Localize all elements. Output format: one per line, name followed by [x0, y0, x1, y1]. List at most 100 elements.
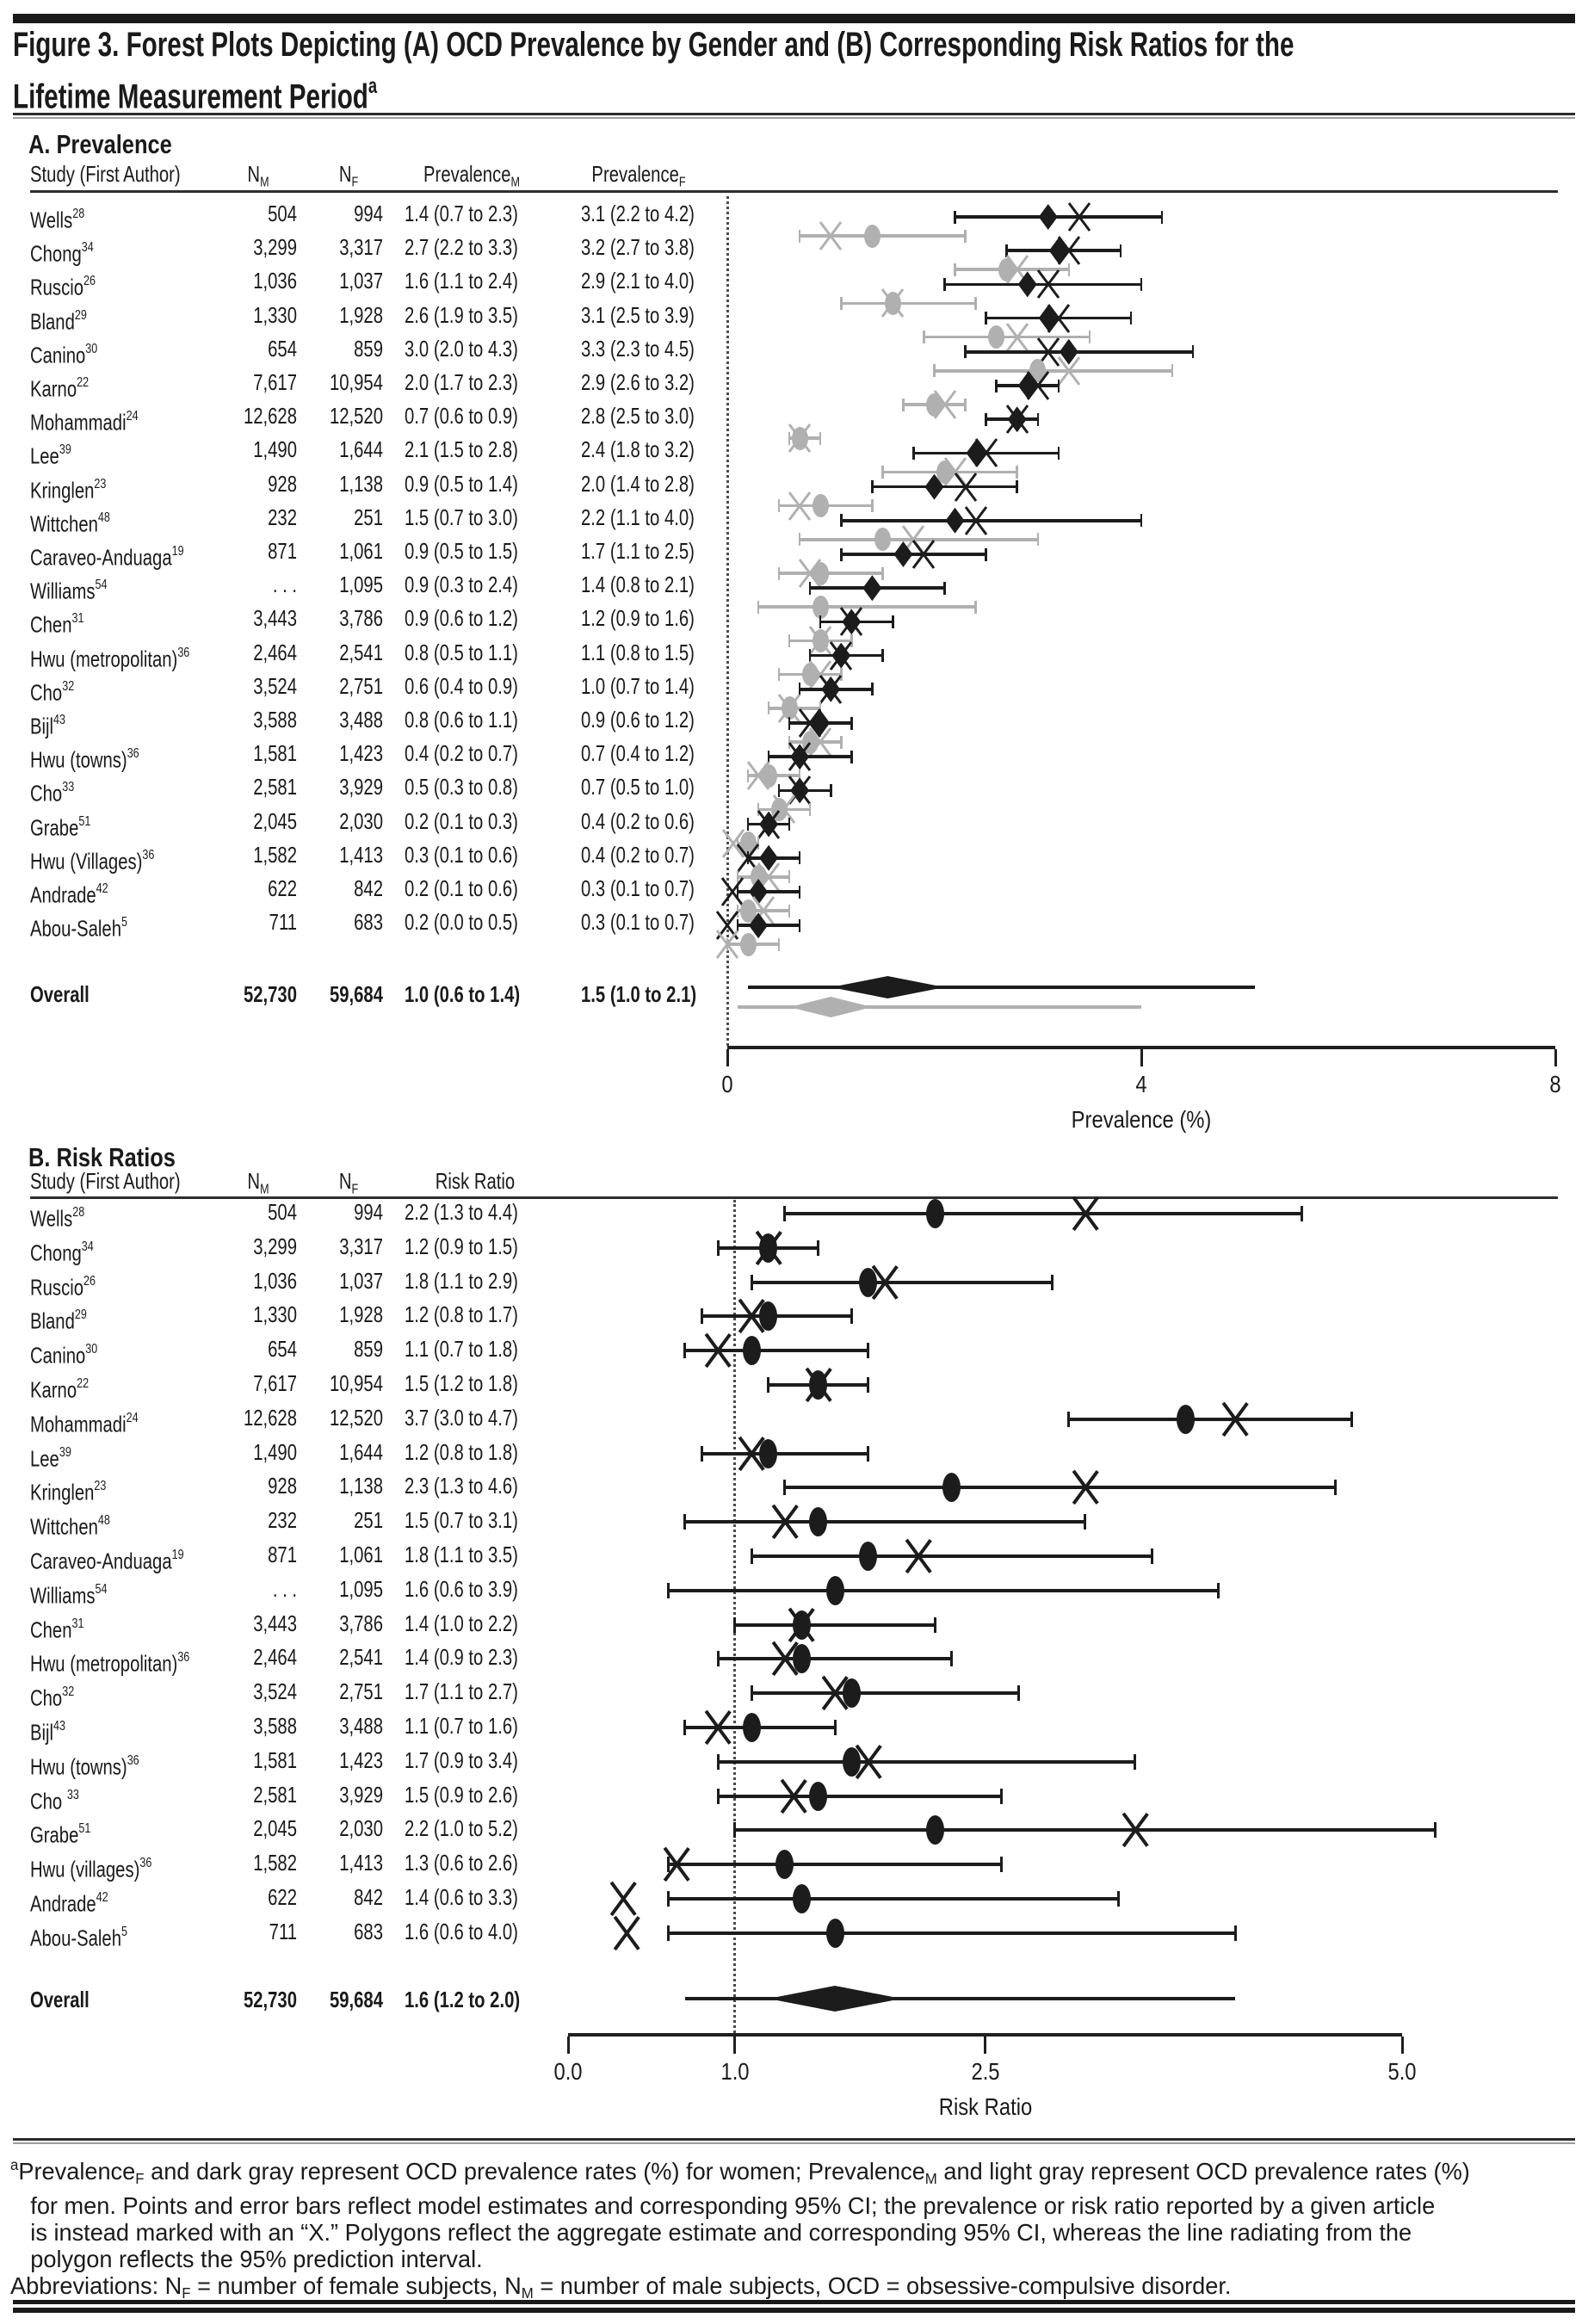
ci-endcap	[798, 533, 801, 547]
panel-b-axis-tick	[733, 2037, 737, 2054]
text-segment: for men. Points and error bars reflect m…	[30, 2192, 1436, 2220]
ci-endcap	[950, 1651, 954, 1667]
nm-value: 3,524	[253, 1678, 297, 1705]
panel-b-header-rule	[30, 1196, 1558, 1199]
nm-value: 1,581	[253, 1746, 297, 1773]
female-ci-bar	[738, 890, 800, 893]
male-estimate-circle	[812, 595, 829, 619]
male-ci-bar	[800, 538, 1038, 541]
nf-value: 3,929	[339, 1781, 383, 1808]
reported-x	[788, 1607, 815, 1642]
nf-value: 2,751	[339, 1678, 383, 1705]
panel-a-header-rule	[30, 190, 1558, 193]
nf-value: 994	[354, 201, 383, 226]
female-ci-bar	[872, 485, 1017, 489]
ci-endcap	[1160, 210, 1164, 224]
study-label: Canino30	[30, 1341, 98, 1369]
prevalence-f-value: 1.2 (0.9 to 1.6)	[581, 605, 695, 632]
study-label: Williams54	[30, 1580, 108, 1609]
nm-value: 7,617	[253, 369, 297, 395]
nm-value: 2,581	[253, 1781, 297, 1808]
nm-value: 1,582	[253, 841, 297, 868]
nf-value: 1,423	[339, 740, 383, 767]
prevalence-f-value: 1.1 (0.8 to 1.5)	[581, 639, 695, 665]
ci-endcap	[767, 702, 770, 715]
male-prediction-interval	[738, 1005, 1141, 1009]
nf-value: 1,061	[339, 538, 383, 564]
nf-value: 251	[354, 504, 383, 530]
prevalence-m-value: 2.6 (1.9 to 3.5)	[405, 301, 518, 328]
reported-x	[805, 1367, 832, 1403]
nm-value: 3,299	[253, 1233, 297, 1259]
ci-endcap	[1333, 1480, 1337, 1496]
panel-a-axis-tick	[1140, 1049, 1143, 1066]
ci-bar	[718, 1794, 1002, 1798]
estimate-circle	[809, 1507, 828, 1537]
ci-endcap	[777, 566, 781, 580]
ci-bar	[701, 1451, 868, 1456]
reference-superscript: 39	[59, 442, 71, 458]
prevalence-f-value: 2.9 (2.6 to 3.2)	[581, 369, 695, 395]
reported-x	[905, 1538, 932, 1574]
risk-ratio-value: 1.6 (0.6 to 4.0)	[405, 1918, 518, 1944]
male-estimate-circle	[863, 224, 881, 248]
female-ci-bar	[738, 924, 800, 927]
footnote: aPrevalenceF and dark gray represent OCD…	[10, 2152, 1581, 2302]
estimate-circle	[1176, 1404, 1195, 1434]
ci-endcap	[1171, 364, 1174, 378]
title-divider-light	[13, 117, 1575, 119]
panel-b-col-risk-ratio: Risk Ratio	[435, 1168, 516, 1194]
risk-ratio-value: 1.5 (0.7 to 3.1)	[405, 1507, 518, 1534]
nm-value: 504	[268, 201, 297, 226]
ci-endcap	[892, 615, 894, 628]
footnote-line: Abbreviations: NF = number of female sub…	[10, 2272, 1534, 2307]
nf-value: 2,751	[339, 672, 383, 699]
nf-value: 1,138	[339, 470, 383, 497]
nm-value: . . .	[272, 572, 297, 598]
nf-value: 3,488	[339, 1713, 383, 1739]
study-label: Lee39	[30, 1443, 71, 1472]
top-border-bar	[13, 14, 1575, 23]
reported-x	[663, 1847, 690, 1882]
reference-superscript: 43	[53, 1718, 66, 1734]
estimate-circle	[825, 1918, 844, 1948]
nm-value: 3,443	[253, 1610, 297, 1636]
ci-endcap	[757, 802, 760, 816]
ci-endcap	[933, 1616, 936, 1633]
ci-endcap	[1016, 480, 1018, 494]
nm-value: 654	[268, 1336, 297, 1363]
nf-value: 842	[354, 1884, 383, 1910]
ci-endcap	[788, 904, 791, 918]
panel-a-col-prevalence-m: PrevalenceM	[371, 159, 572, 189]
ci-endcap	[788, 716, 791, 730]
estimate-circle	[742, 1336, 761, 1366]
estimate-circle	[759, 1301, 778, 1332]
prevalence-f-value: 1.0 (0.7 to 1.4)	[581, 672, 695, 699]
ci-endcap	[798, 885, 801, 899]
nf-value: 10,954	[329, 1370, 383, 1396]
risk-ratio-value: 3.7 (3.0 to 4.7)	[405, 1404, 518, 1431]
subscript: M	[510, 174, 520, 190]
ci-bar	[684, 1349, 868, 1353]
prevalence-f-value: 0.3 (0.1 to 0.7)	[581, 875, 695, 901]
nf-value: 994	[354, 1199, 383, 1225]
risk-ratio-value: 1.1 (0.7 to 1.6)	[405, 1713, 518, 1739]
panel-a-col-prevalence-f: PrevalenceF	[538, 159, 739, 189]
reference-superscript: 5	[120, 914, 127, 930]
ci-endcap	[757, 600, 760, 614]
nm-value: 1,330	[253, 1301, 297, 1328]
text-segment: polygon reflects the 95% prediction inte…	[30, 2246, 483, 2273]
ci-endcap	[840, 735, 843, 749]
panel-b-heading: B. Risk Ratios	[28, 1142, 176, 1172]
superscript: a	[368, 75, 378, 98]
nm-value: 12,628	[243, 1404, 297, 1431]
nm-value: 711	[269, 909, 297, 936]
reported-x	[738, 1436, 765, 1471]
female-estimate-diamond	[1017, 271, 1037, 298]
ci-endcap	[1233, 1925, 1237, 1941]
footnote-line: aPrevalenceF and dark gray represent OCD…	[10, 2152, 1534, 2192]
prevalence-f-value: 0.4 (0.2 to 0.6)	[581, 807, 695, 834]
ci-endcap	[1434, 1822, 1437, 1839]
ci-endcap	[716, 1753, 720, 1770]
figure-title-line1: Figure 3. Forest Plots Depicting (A) OCD…	[13, 26, 1294, 64]
